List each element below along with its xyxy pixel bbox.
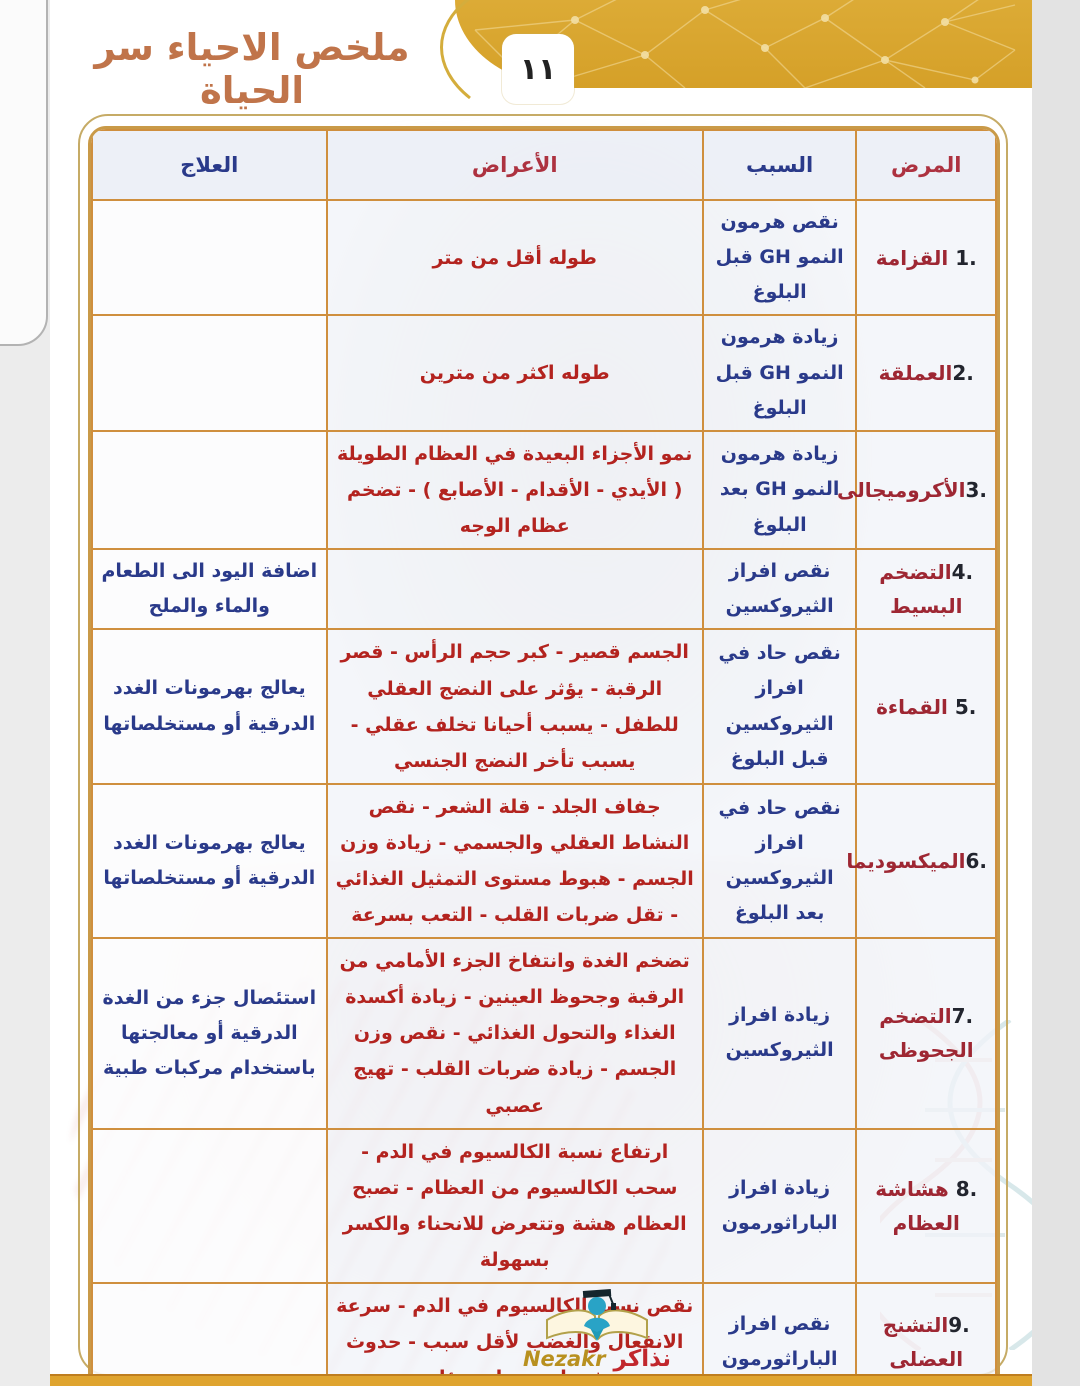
disease-table: المرض السبب الأعراض العلاج 1. القزامة نق… — [88, 126, 1000, 1386]
cause-cell: زيادة هرمون النمو GH قبل البلوغ — [701, 314, 858, 432]
table-row: 4.التضخم البسيط نقص افراز الثيروكسين اضا… — [91, 548, 997, 631]
document-page: ١١ ملخص الاحياء سر الحياة المرض السبب ال… — [50, 0, 1032, 1386]
symptoms-cell: الجسم قصير - كبر حجم الرأس - قصر الرقبة … — [325, 628, 704, 785]
symptoms-cell: نقص نسبة الكالسيوم في الدم - سرعة الانفع… — [325, 1281, 704, 1386]
table-row: 1. القزامة نقص هرمون النمو GH قبل البلوغ… — [91, 198, 997, 317]
disease-cell: 6.الميكسوديما — [846, 782, 997, 940]
table-row: 7.التضخم الجحوظى زيادة افراز الثيروكسين … — [91, 937, 997, 1130]
table-row: 2.العملقة زيادة هرمون النمو GH قبل البلو… — [91, 314, 997, 432]
disease-cell: 3.الأكروميجالى — [837, 429, 997, 551]
logo-text-arabic: نذاكر — [613, 1346, 672, 1372]
symptoms-cell: ارتفاع نسبة الكالسيوم في الدم - سحب الكا… — [325, 1127, 704, 1285]
graduate-book-icon — [546, 1289, 648, 1341]
cause-cell: نقص هرمون النمو GH قبل البلوغ — [701, 198, 858, 317]
treatment-cell — [91, 1281, 328, 1386]
treatment-cell — [91, 1127, 328, 1285]
cause-cell: نقص افراز الباراثورمون — [701, 1281, 858, 1386]
symptoms-cell: طوله أقل من متر — [325, 198, 704, 317]
symptoms-cell — [325, 548, 704, 631]
cause-cell: نقص افراز الثيروكسين — [701, 548, 858, 631]
adjacent-page-edge — [0, 0, 48, 346]
treatment-cell — [91, 314, 328, 432]
header-disease: المرض — [855, 129, 997, 201]
table-header-row: المرض السبب الأعراض العلاج — [91, 129, 997, 201]
cause-cell: زيادة افراز الباراثورمون — [701, 1127, 858, 1285]
cause-cell: نقص حاد في افراز الثيروكسين قبل البلوغ — [701, 628, 858, 785]
treatment-cell: يعالج بهرمونات الغدد الدرقية أو مستخلصات… — [91, 782, 328, 940]
treatment-cell — [91, 429, 328, 551]
disease-cell: 7.التضخم الجحوظى — [855, 937, 997, 1130]
symptoms-cell: تضخم الغدة وانتفاخ الجزء الأمامي من الرق… — [325, 937, 704, 1130]
network-pattern — [474, 0, 1016, 88]
disease-cell: 8. هشاشة العظام — [855, 1127, 997, 1285]
logo-text: نذاكر Nezakr — [492, 1346, 702, 1372]
symptoms-cell: جفاف الجلد - قلة الشعر - نقص النشاط العق… — [325, 782, 704, 940]
viewer-right-gutter — [1032, 0, 1080, 1386]
disease-cell: 1. القزامة — [855, 198, 997, 317]
table-row: 5. القماءة نقص حاد في افراز الثيروكسين ق… — [91, 628, 997, 785]
logo: نذاكر Nezakr — [492, 1286, 702, 1372]
disease-cell: 4.التضخم البسيط — [855, 548, 997, 631]
symptoms-cell: نمو الأجزاء البعيدة في العظام الطويلة ( … — [325, 429, 704, 551]
header-symptoms: الأعراض — [325, 129, 704, 201]
table-row: 3.الأكروميجالى زيادة هرمون النمو GH بعد … — [91, 429, 997, 551]
table-row: 6.الميكسوديما نقص حاد في افراز الثيروكسي… — [91, 782, 997, 940]
banner-left-arc — [440, 0, 471, 100]
treatment-cell: يعالج بهرمونات الغدد الدرقية أو مستخلصات… — [91, 628, 328, 785]
page-number: ١١ — [519, 51, 557, 87]
treatment-cell: اضافة اليود الى الطعام والماء والملح — [91, 548, 328, 631]
page-title: ملخص الاحياء سر الحياة — [94, 26, 410, 112]
symptoms-cell: طوله اكثر من مترين — [325, 314, 704, 432]
table-row: 8. هشاشة العظام زيادة افراز الباراثورمون… — [91, 1127, 997, 1285]
treatment-cell — [91, 198, 328, 317]
logo-text-latin: Nezakr — [522, 1347, 606, 1371]
page-number-tab: ١١ — [502, 34, 574, 104]
disease-cell: 5. القماءة — [855, 628, 997, 785]
table-row: 9.التشنج العضلى نقص افراز الباراثورمون ن… — [91, 1281, 997, 1386]
header-treatment: العلاج — [91, 129, 328, 201]
cause-cell: زيادة افراز الثيروكسين — [701, 937, 858, 1130]
disease-cell: 2.العملقة — [855, 314, 997, 432]
cause-cell: نقص حاد في افراز الثيروكسين بعد البلوغ — [701, 782, 858, 940]
disease-cell: 9.التشنج العضلى — [855, 1281, 997, 1386]
header-cause: السبب — [701, 129, 858, 201]
bottom-banner — [50, 1374, 1032, 1386]
treatment-cell: استئصال جزء من الغدة الدرقية أو معالجتها… — [91, 937, 328, 1130]
cause-cell: زيادة هرمون النمو GH بعد البلوغ — [701, 429, 858, 551]
